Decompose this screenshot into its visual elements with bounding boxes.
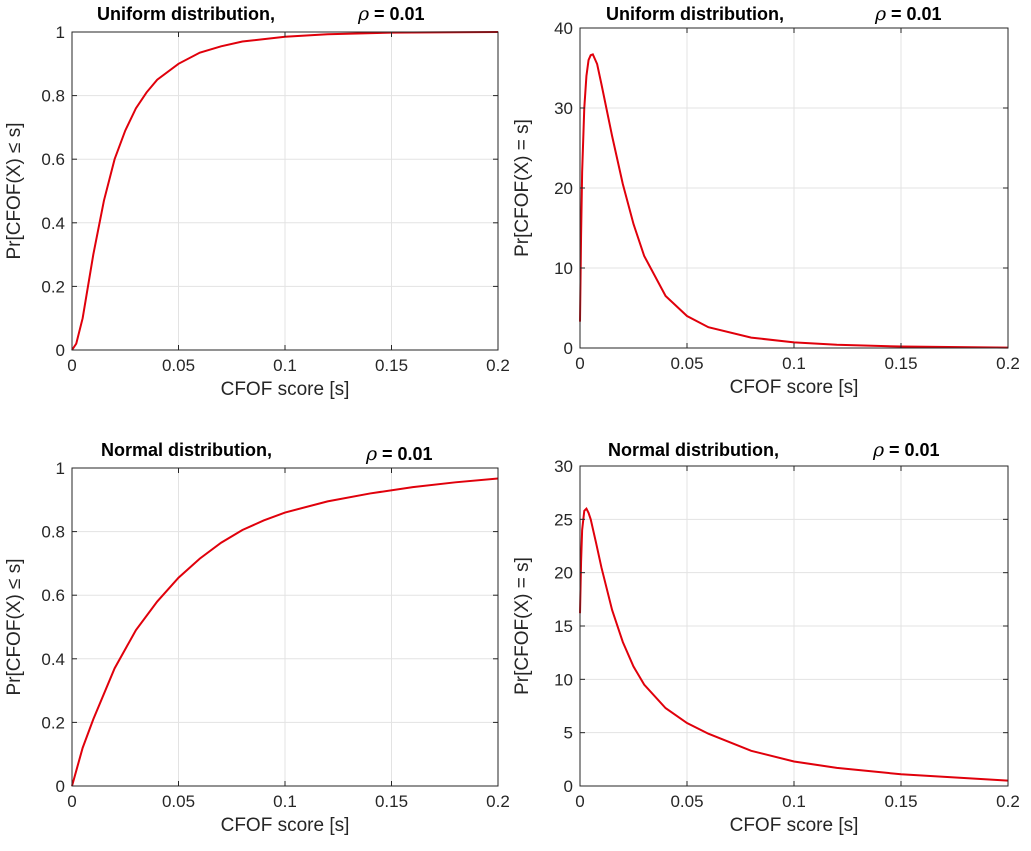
y-tick-label: 30 — [554, 457, 573, 476]
y-tick-label: 0.8 — [41, 523, 65, 542]
x-tick-label: 0.1 — [782, 792, 806, 811]
x-tick-label: 0.15 — [375, 356, 408, 375]
y-tick-label: 10 — [554, 670, 573, 689]
y-axis-label: Pr[CFOF(X) ≤ s] — [4, 122, 25, 259]
grid — [579, 465, 1009, 787]
y-tick-label: 30 — [554, 99, 573, 118]
y-axis-label: Pr[CFOF(X) ≤ s] — [4, 558, 25, 695]
rho-value: = 0.01 — [374, 4, 425, 24]
x-tick-label: 0.05 — [162, 792, 195, 811]
chart-uniform-pdf: Uniform distribution, ρ = 0.01 0 0.05 0.1 0… — [512, 3, 1020, 398]
grid — [579, 27, 1009, 349]
x-tick-label: 0.15 — [375, 792, 408, 811]
y-tick-label: 5 — [564, 724, 573, 743]
x-tick-label: 0.1 — [782, 354, 806, 373]
x-tick-label: 0.1 — [273, 356, 297, 375]
y-tick-label: 0.2 — [41, 713, 65, 732]
x-tick-label: 0.1 — [273, 792, 297, 811]
chart-normal-cdf: Normal distribution, ρ = 0.01 0 0.05 0.1 0.… — [4, 440, 510, 836]
y-tick-label: 20 — [554, 564, 573, 583]
y-tick-label: 0.6 — [41, 586, 65, 605]
y-tick-label: 0 — [564, 339, 573, 358]
y-axis-label: Pr[CFOF(X) = s] — [512, 557, 533, 695]
rho-value: = 0.01 — [891, 4, 942, 24]
x-axis-label: CFOF score [s] — [221, 815, 350, 836]
chart-uniform-cdf: Uniform distribution, ρ = 0.01 0 0.05 0.1 0… — [4, 3, 510, 400]
rho-symbol: ρ — [365, 443, 378, 465]
y-tick-label: 0.6 — [41, 150, 65, 169]
x-tick-label: 0.2 — [486, 792, 510, 811]
y-tick-label: 40 — [554, 19, 573, 38]
y-tick-label: 1 — [56, 459, 65, 478]
x-tick-label: 0 — [67, 356, 76, 375]
y-tick-label: 0.2 — [41, 277, 65, 296]
series-line — [71, 477, 499, 787]
rho-value: = 0.01 — [382, 444, 433, 464]
rho-value: = 0.01 — [889, 440, 940, 460]
y-tick-label: 0.4 — [41, 650, 65, 669]
x-tick-label: 0.2 — [486, 356, 510, 375]
x-tick-label: 0.2 — [996, 354, 1020, 373]
x-tick-label: 0 — [575, 354, 584, 373]
x-tick-label: 0.05 — [670, 792, 703, 811]
series-line — [579, 53, 1009, 349]
series-line — [579, 506, 1009, 782]
y-tick-label: 25 — [554, 510, 573, 529]
grid — [71, 31, 499, 351]
rho-symbol: ρ — [872, 439, 885, 461]
y-tick-label: 0 — [56, 777, 65, 796]
chart-title: Uniform distribution, — [97, 4, 275, 24]
chart-title: Uniform distribution, — [606, 4, 784, 24]
x-tick-label: 0.15 — [884, 354, 917, 373]
y-tick-label: 0.8 — [41, 87, 65, 106]
x-tick-label: 0.2 — [996, 792, 1020, 811]
chart-title: Normal distribution, — [101, 440, 272, 460]
y-tick-label: 20 — [554, 179, 573, 198]
chart-title: Normal distribution, — [608, 440, 779, 460]
y-tick-label: 0 — [56, 341, 65, 360]
x-tick-label: 0.05 — [670, 354, 703, 373]
y-tick-label: 0 — [564, 777, 573, 796]
series-line — [71, 31, 499, 351]
y-tick-label: 0.4 — [41, 214, 65, 233]
y-axis-label: Pr[CFOF(X) = s] — [512, 119, 533, 257]
x-tick-label: 0 — [575, 792, 584, 811]
y-tick-label: 15 — [554, 617, 573, 636]
x-tick-label: 0.05 — [162, 356, 195, 375]
y-tick-label: 10 — [554, 259, 573, 278]
rho-symbol: ρ — [357, 3, 370, 25]
chart-normal-pdf: Normal distribution, ρ = 0.01 0 0.05 0.1 0.… — [512, 439, 1020, 836]
x-tick-label: 0 — [67, 792, 76, 811]
x-axis-label: CFOF score [s] — [730, 815, 859, 836]
x-axis-label: CFOF score [s] — [730, 377, 859, 398]
rho-symbol: ρ — [874, 3, 887, 25]
x-axis-label: CFOF score [s] — [221, 379, 350, 400]
x-tick-label: 0.15 — [884, 792, 917, 811]
y-tick-label: 1 — [56, 23, 65, 42]
grid — [71, 467, 499, 787]
